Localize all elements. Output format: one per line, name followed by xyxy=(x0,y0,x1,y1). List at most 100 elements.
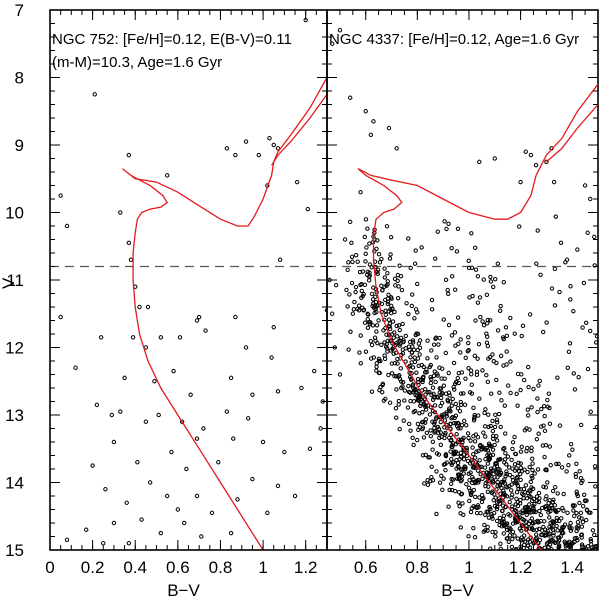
star-point xyxy=(542,454,547,460)
star-point xyxy=(490,480,496,485)
star-point xyxy=(496,457,501,463)
star-point xyxy=(528,494,533,500)
star-point xyxy=(586,554,589,557)
star-point xyxy=(118,210,123,215)
star-point xyxy=(581,280,587,286)
star-point xyxy=(520,491,525,496)
star-point xyxy=(451,360,457,366)
star-point xyxy=(465,458,471,464)
star-point xyxy=(485,461,491,466)
star-point xyxy=(372,249,377,254)
star-point xyxy=(490,418,495,424)
panel-ngc4337: 0.6 0.8 1 1.2 1.4 B−V NGC 4337: [Fe/H]=0.12, A… xyxy=(326,9,599,600)
star-point xyxy=(561,508,566,513)
star-point xyxy=(585,230,590,235)
star-point xyxy=(487,546,493,550)
star-point xyxy=(124,500,129,505)
star-point xyxy=(374,368,379,373)
star-point xyxy=(307,446,313,451)
star-point xyxy=(490,552,493,555)
star-point xyxy=(563,541,568,546)
x-tick-label: 1.2 xyxy=(509,558,533,577)
star-point xyxy=(427,364,433,369)
x-tick-label: 0.8 xyxy=(406,558,430,577)
star-point xyxy=(495,475,500,480)
star-point xyxy=(488,506,493,512)
star-point xyxy=(536,490,542,496)
star-point xyxy=(216,460,221,465)
star-point xyxy=(501,513,507,518)
star-point xyxy=(494,377,499,383)
star-point xyxy=(478,510,483,516)
star-point xyxy=(58,193,63,198)
star-point xyxy=(430,419,435,424)
star-point xyxy=(480,368,485,373)
x-axis-label: B−V xyxy=(441,581,474,600)
star-point xyxy=(535,409,540,415)
star-point xyxy=(271,325,276,330)
star-point xyxy=(413,386,418,392)
star-point xyxy=(490,447,496,452)
star-point xyxy=(580,325,585,330)
star-point xyxy=(363,259,368,264)
star-point xyxy=(423,403,428,408)
star-point xyxy=(58,314,63,320)
star-point xyxy=(441,476,446,481)
star-point xyxy=(530,486,536,492)
star-point xyxy=(467,478,472,483)
star-point xyxy=(574,510,579,516)
star-point xyxy=(446,291,451,296)
star-point xyxy=(488,391,494,396)
star-point xyxy=(508,359,513,364)
star-point xyxy=(395,361,400,366)
star-point xyxy=(524,512,529,517)
star-point xyxy=(448,438,453,443)
star-point xyxy=(389,361,395,366)
star-point xyxy=(275,389,281,394)
star-point xyxy=(560,526,565,531)
star-point xyxy=(344,287,349,293)
star-point xyxy=(346,260,351,265)
star-point xyxy=(456,500,461,505)
star-point xyxy=(532,471,537,476)
star-point xyxy=(571,508,576,513)
star-point xyxy=(430,439,436,445)
star-point xyxy=(318,426,323,431)
plot-area xyxy=(327,28,598,557)
panel-annotation: NGC 752: [Fe/H]=0.12, E(B-V)=0.11 xyxy=(52,31,292,48)
star-point xyxy=(385,271,390,276)
star-point xyxy=(541,551,544,554)
star-point xyxy=(469,231,474,236)
star-point xyxy=(507,483,512,489)
star-point xyxy=(415,421,421,427)
star-point xyxy=(449,444,454,450)
star-point xyxy=(128,257,134,262)
star-point xyxy=(485,489,491,495)
star-point xyxy=(513,518,518,524)
star-point xyxy=(556,535,562,540)
star-point xyxy=(484,509,489,514)
star-point xyxy=(576,515,582,520)
star-point xyxy=(569,526,574,531)
star-point xyxy=(457,504,462,509)
star-point xyxy=(531,503,536,509)
star-point xyxy=(554,461,559,467)
star-point xyxy=(395,295,401,301)
star-point xyxy=(555,491,560,496)
star-point xyxy=(569,553,572,556)
star-point xyxy=(519,444,524,450)
star-point xyxy=(410,344,415,349)
star-point xyxy=(523,483,529,488)
star-point xyxy=(578,476,584,481)
star-point xyxy=(512,434,517,440)
star-point xyxy=(583,320,589,326)
star-point xyxy=(423,407,429,412)
star-point xyxy=(477,458,482,463)
star-point xyxy=(353,289,358,295)
star-point xyxy=(512,462,518,467)
star-point xyxy=(428,380,434,386)
star-point xyxy=(555,375,560,380)
star-point xyxy=(458,337,463,342)
star-point xyxy=(553,485,558,490)
star-point xyxy=(420,425,426,430)
